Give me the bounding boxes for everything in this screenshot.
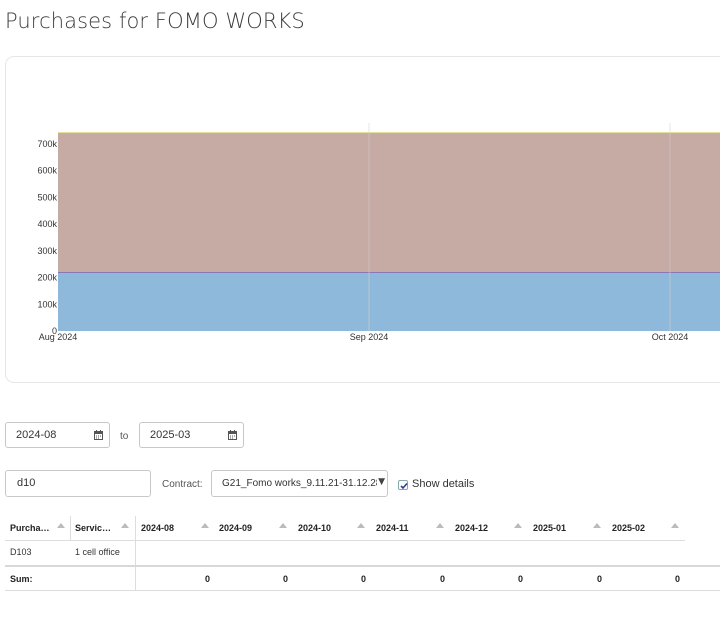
sort-asc-icon[interactable] bbox=[357, 523, 365, 528]
sort-asc-icon[interactable] bbox=[279, 523, 287, 528]
sort-asc-icon[interactable] bbox=[593, 523, 601, 528]
search-input-value: d10 bbox=[17, 477, 36, 489]
calendar-icon[interactable] bbox=[228, 430, 237, 440]
column-header-2024-09[interactable]: 2024-09 bbox=[214, 516, 292, 540]
sum-value-2024-08: 0 bbox=[204, 574, 210, 584]
y-tick-label: 0 bbox=[52, 326, 57, 336]
x-tick-label: Oct 2024 bbox=[652, 332, 689, 342]
x-tick-label: Sep 2024 bbox=[350, 332, 389, 342]
x-tick-label: Aug 2024 bbox=[39, 332, 78, 342]
area-series-0 bbox=[58, 272, 720, 331]
column-header-label: 2024-11 bbox=[376, 523, 409, 533]
contract-select-value: G21_Fomo works_9.11.21-31.12.28 bbox=[222, 478, 382, 489]
dropdown-arrow-icon: ▼ bbox=[377, 477, 385, 487]
sum-value-2024-11: 0 bbox=[439, 574, 445, 584]
calendar-icon[interactable] bbox=[94, 430, 103, 440]
column-header-2024-11[interactable]: 2024-11 bbox=[371, 516, 449, 540]
column-header-2025-02[interactable]: 2025-02 bbox=[607, 516, 685, 540]
purchases-area-chart: 0 100k 200k 300k 400k 500k 600k 700k Aug 2024 Sep… bbox=[37, 123, 720, 342]
sort-asc-icon[interactable] bbox=[57, 523, 65, 528]
sum-value-2024-10: 0 bbox=[360, 574, 366, 584]
sort-asc-icon[interactable] bbox=[671, 523, 679, 528]
search-input[interactable]: d10 bbox=[5, 470, 151, 497]
checkmark-icon bbox=[400, 482, 408, 490]
sum-value-2025-02: 0 bbox=[674, 574, 680, 584]
sum-label: Sum: bbox=[10, 574, 33, 584]
sort-asc-icon[interactable] bbox=[121, 523, 129, 528]
date-to-input[interactable]: 2025-03 bbox=[139, 422, 244, 448]
column-header-label: 2025-01 bbox=[533, 523, 567, 533]
table-row-purchase[interactable]: D103 bbox=[10, 547, 32, 557]
column-header-label: Purcha… bbox=[10, 523, 50, 533]
y-tick-label: 500k bbox=[37, 192, 57, 202]
to-label: to bbox=[120, 431, 129, 442]
column-header-label: 2024-10 bbox=[298, 523, 332, 533]
date-to-value: 2025-03 bbox=[150, 429, 191, 441]
column-header-2024-08[interactable]: 2024-08 bbox=[136, 516, 214, 540]
grid-bottom-line bbox=[5, 590, 720, 591]
table-row-service[interactable]: 1 cell office bbox=[75, 547, 120, 557]
contract-label: Contract: bbox=[162, 479, 203, 490]
y-tick-label: 300k bbox=[37, 246, 57, 256]
column-header-label: 2025-02 bbox=[612, 523, 646, 533]
contract-select[interactable]: G21_Fomo works_9.11.21-31.12.28 ▼ bbox=[211, 470, 388, 497]
chart-card: 0 100k 200k 300k 400k 500k 600k 700k Aug 2024 Sep… bbox=[5, 56, 720, 383]
sum-value-2025-01: 0 bbox=[596, 574, 602, 584]
column-header-label: 2024-09 bbox=[219, 523, 253, 533]
sum-divider bbox=[5, 565, 720, 567]
column-header-2024-10[interactable]: 2024-10 bbox=[293, 516, 371, 540]
sort-asc-icon[interactable] bbox=[436, 523, 444, 528]
column-divider bbox=[70, 516, 71, 540]
date-from-input[interactable]: 2024-08 bbox=[5, 422, 110, 448]
column-header-purchase[interactable]: Purcha… bbox=[5, 516, 70, 540]
y-tick-label: 200k bbox=[37, 273, 57, 283]
header-divider bbox=[5, 540, 685, 541]
date-from-value: 2024-08 bbox=[16, 429, 57, 441]
show-details-checkbox[interactable] bbox=[398, 480, 408, 490]
page-title: Purchases for FOMO WORKS bbox=[5, 9, 305, 33]
sort-asc-icon[interactable] bbox=[514, 523, 522, 528]
y-tick-label: 700k bbox=[37, 139, 57, 149]
column-header-2024-12[interactable]: 2024-12 bbox=[450, 516, 528, 540]
column-header-label: 2024-12 bbox=[455, 523, 489, 533]
y-tick-label: 600k bbox=[37, 166, 57, 176]
column-header-label: Servic… bbox=[75, 523, 112, 533]
y-tick-label: 400k bbox=[37, 219, 57, 229]
column-divider bbox=[135, 516, 136, 590]
sum-value-2024-12: 0 bbox=[517, 574, 523, 584]
show-details-label[interactable]: Show details bbox=[412, 478, 475, 490]
column-header-service[interactable]: Servic… bbox=[70, 516, 135, 540]
sort-asc-icon[interactable] bbox=[201, 523, 209, 528]
area-series-1 bbox=[58, 133, 720, 273]
sum-value-2024-09: 0 bbox=[282, 574, 288, 584]
y-tick-label: 100k bbox=[37, 299, 57, 309]
column-header-label: 2024-08 bbox=[141, 523, 175, 533]
column-header-2025-01[interactable]: 2025-01 bbox=[528, 516, 606, 540]
